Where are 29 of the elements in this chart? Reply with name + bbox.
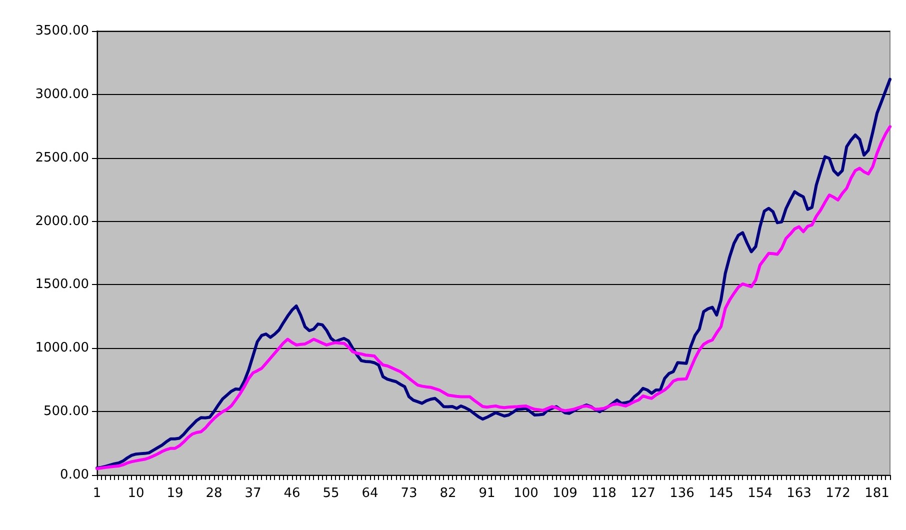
x-tick-label: 46 <box>284 486 300 501</box>
x-tick-label: 118 <box>592 486 616 501</box>
x-tick-label: 136 <box>670 486 694 501</box>
y-tick-label: 2500.00 <box>35 150 89 166</box>
x-tick-label: 55 <box>322 486 340 501</box>
y-tick-label: 2000.00 <box>35 214 89 229</box>
y-tick-label: 500.00 <box>44 404 89 420</box>
x-tick-label: 145 <box>708 486 734 501</box>
y-tick-label: 1500.00 <box>35 277 89 292</box>
y-tick-label: 3500.00 <box>35 24 89 38</box>
x-tick-label: 91 <box>478 486 496 501</box>
x-tick-label: 28 <box>206 486 222 501</box>
x-tick-label: 64 <box>362 486 378 501</box>
x-tick-label: 100 <box>514 486 538 501</box>
x-tick-label: 163 <box>786 486 812 501</box>
y-tick-label: 1000.00 <box>35 340 89 356</box>
x-tick-label: 172 <box>826 486 850 501</box>
x-tick-label: 181 <box>864 486 890 501</box>
x-tick-label: 109 <box>552 486 578 501</box>
x-tick-label: 154 <box>748 486 772 501</box>
y-tick-label: 3000.00 <box>35 86 89 102</box>
x-tick-label: 37 <box>244 486 262 501</box>
y-tick-label: 0.00 <box>60 468 89 482</box>
x-tick-label: 82 <box>440 486 456 501</box>
x-tick-label: 1 <box>92 486 102 501</box>
x-tick-label: 10 <box>128 486 144 501</box>
x-tick-label: 73 <box>400 486 418 501</box>
x-tick-label: 127 <box>630 486 656 501</box>
x-tick-label: 19 <box>166 486 184 501</box>
